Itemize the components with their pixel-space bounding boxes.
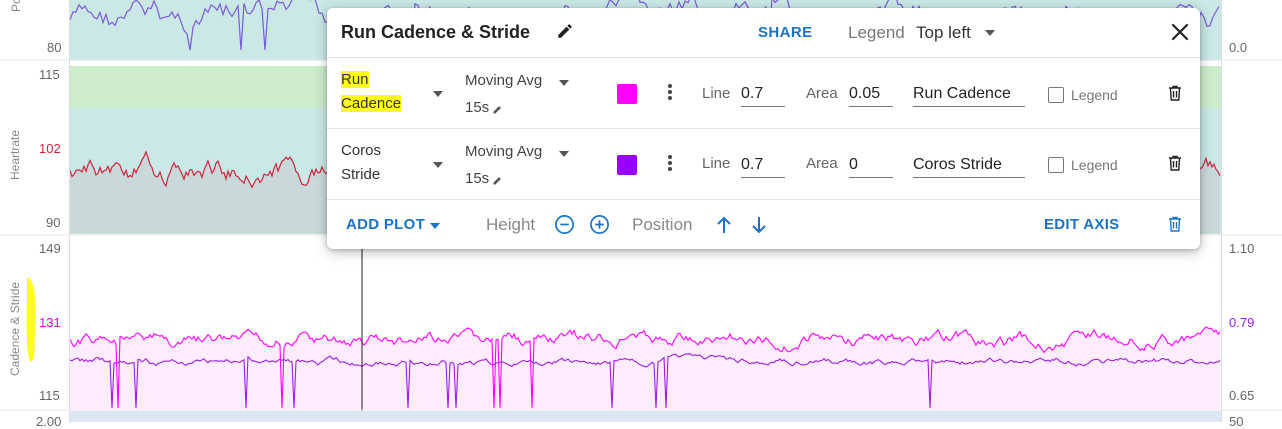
bottom-chart-background	[70, 411, 1221, 422]
area-opacity-label: Area	[806, 155, 838, 172]
plot-settings-panel: Run Cadence & Stride SHARE Legend Top le…	[327, 8, 1200, 249]
cad-tick-max: 149	[39, 241, 61, 256]
line-width-input[interactable]: 0.7	[741, 153, 785, 178]
legend-checkbox-label: Legend	[1071, 157, 1118, 173]
line-width-label: Line	[702, 85, 731, 102]
line-width-label: Line	[702, 155, 731, 172]
run-cadence-line	[69, 326, 1221, 409]
more-options-icon[interactable]	[668, 155, 672, 171]
hr-tick-mid: 102	[39, 141, 61, 156]
series-name-line1: Coros	[341, 142, 382, 159]
series-select-coros-stride[interactable]: Coros Stride	[341, 139, 421, 187]
top-right-tick: 0.0	[1229, 40, 1248, 55]
legend-checkbox[interactable]	[1048, 87, 1064, 103]
legend-checkbox[interactable]	[1048, 157, 1064, 173]
cad-tick-mid: 131	[39, 315, 61, 330]
series-name-line2: Cadence	[341, 95, 402, 112]
delete-plot-icon[interactable]	[1168, 216, 1182, 232]
panel-title: Run Cadence & Stride	[341, 22, 531, 42]
hr-axis-title: Heartrate	[8, 129, 22, 180]
height-label: Height	[486, 215, 536, 234]
cad-right-tick-max: 1.10	[1229, 241, 1255, 256]
series-color-swatch[interactable]	[617, 84, 637, 104]
series-display-name-input[interactable]: Run Cadence	[913, 82, 1025, 107]
legend-dropdown-icon[interactable]	[985, 30, 995, 36]
area-opacity-input[interactable]: 0	[849, 153, 893, 178]
legend-label: Legend	[848, 23, 905, 42]
area-opacity-label: Area	[806, 85, 838, 102]
smoothing-period[interactable]: 15s	[465, 99, 490, 116]
smoothing-period[interactable]: 15s	[465, 170, 490, 187]
cad-tick-min: 115	[39, 388, 60, 403]
hr-tick-min: 90	[46, 215, 61, 230]
series-dropdown-icon[interactable]	[433, 162, 443, 168]
share-button[interactable]: SHARE	[758, 24, 813, 41]
edit-period-icon[interactable]	[492, 174, 504, 186]
add-plot-dropdown-icon[interactable]	[430, 223, 440, 229]
smoothing-select[interactable]: Moving Avg	[465, 72, 543, 89]
top-left-tick: 80	[47, 40, 62, 55]
top-axis-title: Po	[9, 0, 23, 12]
area-opacity-input[interactable]: 0.05	[849, 82, 893, 107]
delete-series-icon[interactable]	[1168, 155, 1182, 171]
move-up-icon[interactable]	[715, 215, 733, 235]
delete-series-icon[interactable]	[1168, 85, 1182, 101]
series-name-line2: Stride	[341, 166, 381, 183]
legend-position-select[interactable]: Top left	[916, 23, 971, 42]
position-label: Position	[632, 215, 693, 234]
series-color-swatch[interactable]	[617, 155, 637, 175]
more-options-icon[interactable]	[668, 84, 672, 100]
line-width-input[interactable]: 0.7	[741, 82, 785, 107]
decrease-height-icon[interactable]	[554, 214, 575, 235]
close-icon[interactable]	[1170, 22, 1190, 42]
axis-label-highlight	[26, 277, 36, 362]
series-display-name-input[interactable]: Coros Stride	[913, 153, 1025, 178]
series-name-line1: Run	[341, 71, 369, 88]
header-divider	[327, 57, 1200, 58]
add-plot-button[interactable]: ADD PLOT	[346, 216, 426, 233]
coros-stride-line	[69, 352, 1221, 409]
move-down-icon[interactable]	[750, 215, 768, 235]
series-select-run-cadence[interactable]: Run Cadence	[341, 68, 421, 116]
cad-right-tick-mid: 0.79	[1229, 315, 1255, 330]
cadence-area	[70, 326, 1220, 409]
cad-right-tick-min: 0.65	[1229, 388, 1255, 403]
smoothing-select[interactable]: Moving Avg	[465, 143, 543, 160]
edit-title-icon[interactable]	[556, 22, 574, 40]
edit-axis-button[interactable]: EDIT AXIS	[1044, 216, 1120, 233]
smoothing-dropdown-icon[interactable]	[559, 151, 569, 157]
cadence-axis-title: Cadence & Stride	[8, 281, 22, 376]
edit-period-icon[interactable]	[492, 103, 504, 115]
row-divider	[327, 128, 1200, 129]
legend-checkbox-label: Legend	[1071, 87, 1118, 103]
increase-height-icon[interactable]	[589, 214, 610, 235]
hr-tick-max: 115	[39, 67, 60, 82]
smoothing-dropdown-icon[interactable]	[559, 80, 569, 86]
footer-divider	[327, 199, 1200, 200]
series-dropdown-icon[interactable]	[433, 91, 443, 97]
